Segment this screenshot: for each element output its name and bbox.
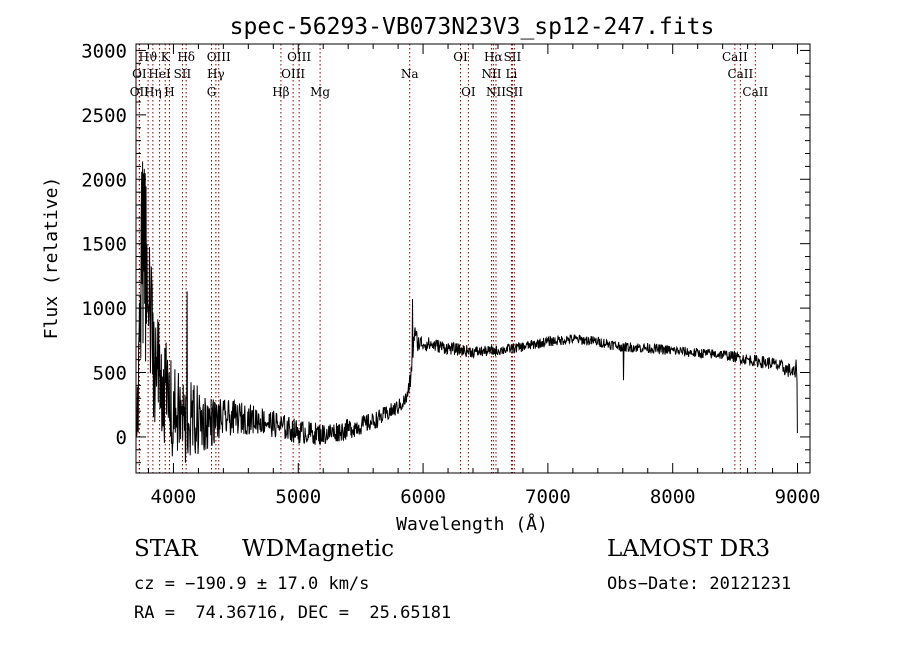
line-id-label: Hϑ	[139, 50, 158, 64]
line-id-label: NII	[486, 85, 506, 99]
line-id-label: Hγ	[207, 67, 225, 81]
x-tick-label: 7000	[525, 486, 571, 508]
line-id-label: CaII	[742, 85, 768, 99]
sky-coordinates: RA = 74.36716, DEC = 25.65181	[134, 603, 452, 623]
spectrum-chart: spec-56293-VB073N23V3_sp12-247.fits Hϑ K H…	[41, 14, 821, 535]
line-id-label: Li	[506, 67, 518, 81]
x-tick-label: 9000	[775, 486, 821, 508]
line-id-label: SII	[504, 50, 522, 64]
y-tick-label: 3000	[81, 40, 127, 62]
line-id-label: OII	[130, 85, 150, 99]
y-tick-label: 2500	[81, 105, 127, 127]
line-id-label: OI	[453, 50, 468, 64]
object-subclass: WDMagnetic	[242, 536, 394, 562]
y-tick-label: 0	[116, 427, 127, 449]
x-tick-label: 5000	[275, 486, 321, 508]
line-id-label: OI	[461, 85, 476, 99]
line-id-label: CaII	[727, 67, 753, 81]
line-id-label: H	[164, 85, 174, 99]
line-id-label: Hδ	[177, 50, 195, 64]
line-id-label: Na	[401, 67, 419, 81]
y-tick-label: 2000	[81, 169, 127, 191]
y-axis-label: Flux (relative)	[41, 177, 62, 340]
line-id-label: G	[207, 85, 217, 99]
line-id-label: HeI	[148, 67, 171, 81]
line-id-label: NII	[481, 67, 501, 81]
line-id-label: OI	[132, 67, 147, 81]
line-id-label: OIII	[207, 50, 231, 64]
line-id-label: SII	[174, 67, 192, 81]
survey-name: LAMOST DR3	[607, 536, 771, 562]
redshift-velocity: cz = −190.9 ± 17.0 km/s	[134, 574, 370, 594]
line-id-label: SII	[505, 85, 523, 99]
object-class: STAR	[134, 536, 198, 562]
y-axis: 0 500 1000 1500 2000 2500 3000	[81, 40, 810, 464]
observation-date: Obs−Date: 20121231	[607, 574, 792, 594]
line-markers	[138, 44, 756, 473]
chart-title: spec-56293-VB073N23V3_sp12-247.fits	[230, 14, 715, 40]
line-id-label: OIII	[281, 67, 305, 81]
line-id-label: Mg	[310, 85, 330, 99]
x-tick-label: 4000	[151, 486, 197, 508]
y-tick-label: 500	[93, 363, 127, 385]
y-tick-label: 1500	[81, 234, 127, 256]
line-id-label: OIII	[287, 50, 311, 64]
x-tick-label: 6000	[400, 486, 446, 508]
x-tick-label: 8000	[650, 486, 696, 508]
line-id-label: K	[161, 50, 171, 64]
spectrum-line	[135, 161, 798, 463]
y-tick-label: 1000	[81, 298, 127, 320]
x-axis: 4000 5000 6000 7000 8000 9000	[147, 44, 821, 508]
line-id-label: Hα	[484, 50, 503, 64]
line-id-label: CaII	[722, 50, 748, 64]
line-id-label: Hβ	[272, 85, 289, 99]
line-id-label: Hη	[144, 85, 162, 99]
x-axis-label: Wavelength (Å)	[396, 513, 548, 535]
